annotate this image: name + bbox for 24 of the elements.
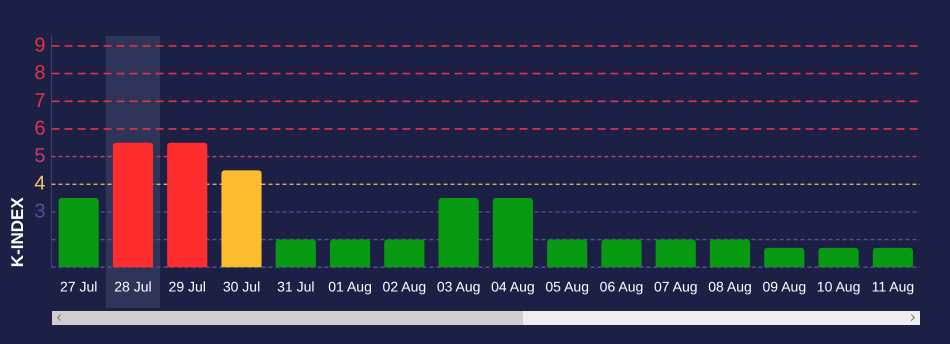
x-tick-label: 07 Aug (654, 278, 698, 294)
x-tick-label: 28 Jul (114, 278, 152, 294)
y-axis-title: K-INDEX (8, 196, 27, 268)
x-tick-label: 08 Aug (708, 278, 752, 294)
y-tick-label: 8 (34, 62, 46, 84)
x-tick-label: 06 Aug (600, 278, 644, 294)
x-tick-label: 27 Jul (60, 278, 98, 294)
y-tick-label: 4 (34, 172, 46, 195)
x-tick-label: 02 Aug (382, 278, 426, 294)
x-tick-label: 11 Aug (872, 278, 914, 294)
y-tick-label: 7 (34, 90, 46, 112)
x-tick-label: 10 Aug (816, 278, 860, 294)
x-tick-label: 29 Jul (168, 278, 206, 294)
y-tick-label: 3 (34, 200, 46, 222)
x-tick-label: 09 Aug (762, 278, 806, 294)
y-tick-label: 5 (34, 145, 46, 168)
x-tick-label: 31 Jul (277, 278, 314, 294)
x-tick-label: 04 Aug (491, 278, 535, 294)
y-tick-label: 6 (34, 117, 46, 140)
x-tick-label: 30 Jul (222, 278, 260, 294)
x-tick-label: 05 Aug (545, 278, 589, 294)
x-tick-label: 01 Aug (328, 278, 372, 294)
x-tick-label: 03 Aug (436, 278, 480, 294)
y-tick-label: 9 (34, 34, 46, 56)
